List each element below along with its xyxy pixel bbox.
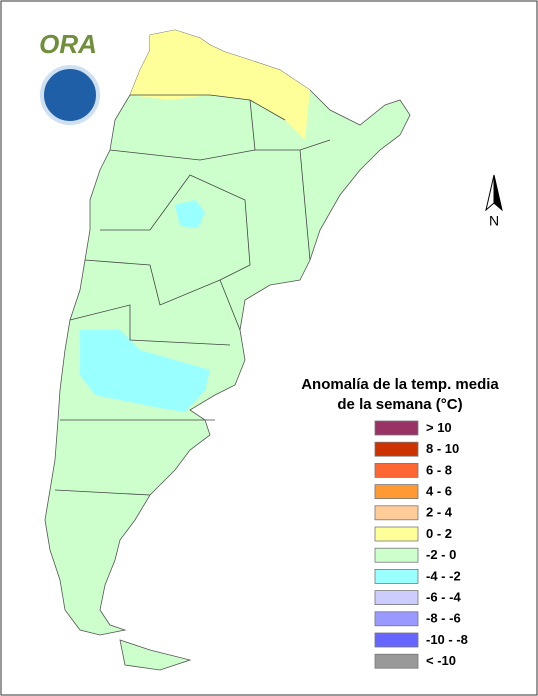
- legend-title: de la semana (°C): [337, 396, 462, 413]
- legend-label: -10 - -8: [426, 632, 468, 647]
- region-base: [44, 29, 411, 636]
- legend-label: -8 - -6: [426, 611, 461, 626]
- legend-swatch: [374, 653, 419, 669]
- legend-label: 4 - 6: [426, 484, 452, 499]
- legend-label: 8 - 10: [426, 441, 459, 456]
- legend-swatch: [374, 505, 419, 521]
- argentina-map: [44, 29, 411, 671]
- legend-label: 0 - 2: [426, 526, 452, 541]
- legend-label: -2 - 0: [426, 547, 456, 562]
- legend-label: > 10: [426, 420, 452, 435]
- legend: Anomalía de la temp. media de la semana (…: [301, 376, 499, 669]
- legend-swatch: [374, 569, 419, 584]
- legend-label: < -10: [426, 653, 456, 668]
- legend-swatch: [374, 590, 419, 605]
- logo-emblem: [40, 65, 100, 125]
- legend-swatch: [374, 611, 419, 627]
- region-cool-2: [80, 330, 210, 412]
- legend-label: 6 - 8: [426, 462, 452, 477]
- region-cool-1: [175, 200, 205, 228]
- legend-label: -4 - -2: [426, 568, 461, 583]
- region-tierra-del-fuego: [119, 639, 192, 671]
- legend-swatch: [374, 547, 419, 563]
- compass: N: [485, 174, 503, 229]
- legend-swatch: [374, 462, 419, 478]
- legend-title: Anomalía de la temp. media: [301, 376, 499, 393]
- compass-label: N: [489, 213, 499, 229]
- legend-label: -6 - -4: [426, 590, 461, 605]
- legend-swatch: [374, 484, 419, 500]
- legend-swatch: [374, 632, 419, 648]
- legend-swatch: [374, 420, 419, 436]
- logo-text: ORA: [39, 29, 97, 59]
- legend-swatch: [374, 441, 419, 457]
- region-north: [130, 30, 310, 140]
- legend-swatch: [374, 526, 419, 542]
- legend-label: 2 - 4: [426, 505, 453, 520]
